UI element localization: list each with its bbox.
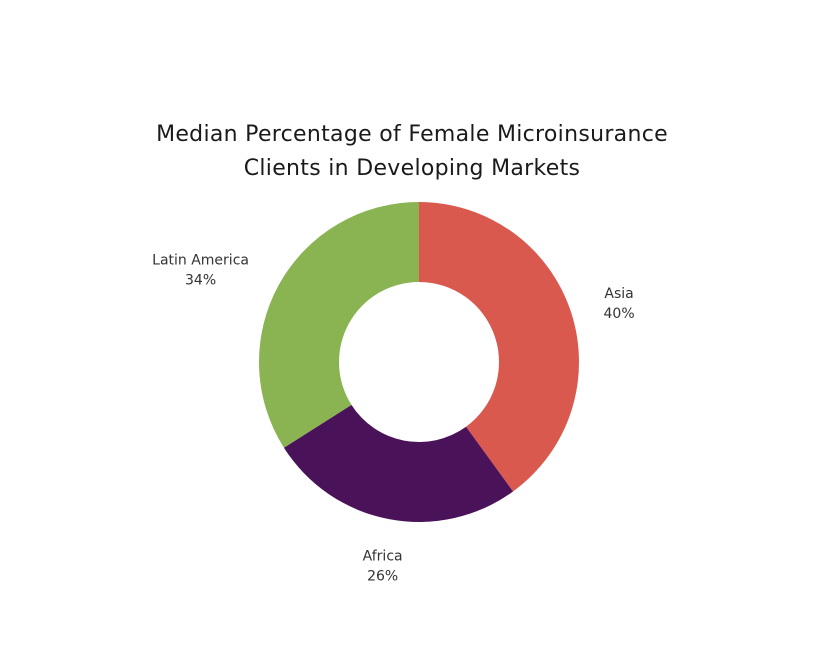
slice-asia	[419, 202, 579, 492]
chart-title-line-2: Clients in Developing Markets	[243, 156, 581, 181]
slice-latin-america	[258, 202, 419, 448]
slice-value-latin-america: 34%	[185, 273, 216, 289]
slice-label-latin-america: Latin America	[152, 253, 249, 269]
chart-title-line-1: Median Percentage of Female Microinsuran…	[156, 122, 668, 147]
slice-value-africa: 26%	[367, 569, 398, 585]
slice-label-africa: Africa	[363, 549, 403, 565]
slice-label-asia: Asia	[604, 286, 633, 302]
slice-africa	[283, 404, 514, 522]
slice-value-asia: 40%	[604, 306, 635, 322]
